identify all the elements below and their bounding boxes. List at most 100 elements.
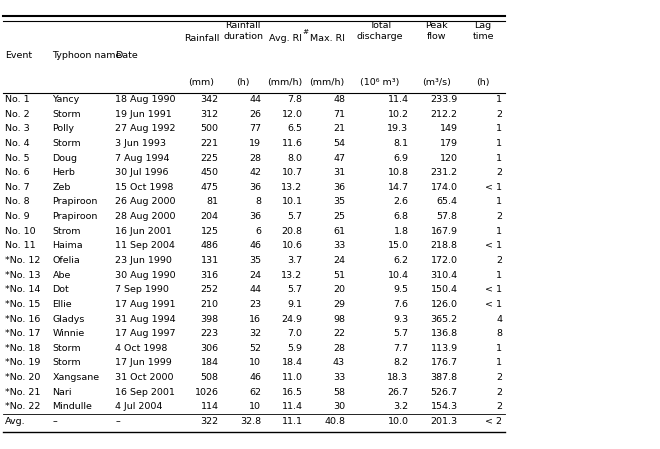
Text: (mm/h): (mm/h) [310, 78, 345, 87]
Text: 6.2: 6.2 [393, 256, 409, 265]
Text: 4 Jul 2004: 4 Jul 2004 [115, 402, 163, 411]
Text: 28: 28 [333, 344, 345, 353]
Text: 221: 221 [201, 139, 218, 148]
Text: Date: Date [115, 52, 138, 61]
Text: 310.4: 310.4 [430, 271, 457, 280]
Text: 61: 61 [333, 227, 345, 236]
Text: 31: 31 [333, 168, 345, 177]
Text: Max. RI: Max. RI [310, 34, 345, 43]
Text: 62: 62 [249, 387, 261, 396]
Text: 10.6: 10.6 [282, 242, 302, 251]
Text: Storm: Storm [53, 110, 81, 119]
Text: 30 Aug 1990: 30 Aug 1990 [115, 271, 176, 280]
Text: 18 Aug 1990: 18 Aug 1990 [115, 95, 176, 104]
Text: No. 9: No. 9 [5, 212, 30, 221]
Text: 312: 312 [201, 110, 218, 119]
Text: 20.8: 20.8 [282, 227, 302, 236]
Text: 1: 1 [496, 198, 502, 207]
Text: (mm): (mm) [188, 78, 215, 87]
Text: 51: 51 [333, 271, 345, 280]
Text: Yancy: Yancy [53, 95, 80, 104]
Text: 11.1: 11.1 [282, 417, 302, 426]
Text: 2: 2 [496, 373, 502, 382]
Text: *No. 17: *No. 17 [5, 329, 41, 338]
Text: 13.2: 13.2 [281, 183, 302, 192]
Text: 225: 225 [201, 154, 218, 163]
Text: 154.3: 154.3 [430, 402, 457, 411]
Text: 114: 114 [201, 402, 218, 411]
Text: Polly: Polly [53, 124, 75, 133]
Text: No. 10: No. 10 [5, 227, 36, 236]
Text: Mindulle: Mindulle [53, 402, 92, 411]
Text: No. 1: No. 1 [5, 95, 30, 104]
Text: 4 Oct 1998: 4 Oct 1998 [115, 344, 168, 353]
Text: 10.4: 10.4 [387, 271, 409, 280]
Text: *No. 22: *No. 22 [5, 402, 41, 411]
Text: No. 6: No. 6 [5, 168, 30, 177]
Text: Winnie: Winnie [53, 329, 84, 338]
Text: *No. 21: *No. 21 [5, 387, 41, 396]
Text: 54: 54 [333, 139, 345, 148]
Text: 65.4: 65.4 [437, 198, 457, 207]
Text: 7 Sep 1990: 7 Sep 1990 [115, 285, 169, 294]
Text: 15 Oct 1998: 15 Oct 1998 [115, 183, 174, 192]
Text: 2: 2 [496, 387, 502, 396]
Text: *No. 14: *No. 14 [5, 285, 41, 294]
Text: 47: 47 [333, 154, 345, 163]
Text: 172.0: 172.0 [430, 256, 457, 265]
Text: Typhoon name: Typhoon name [53, 52, 122, 61]
Text: 231.2: 231.2 [430, 168, 457, 177]
Text: 13.2: 13.2 [281, 271, 302, 280]
Text: No. 11: No. 11 [5, 242, 36, 251]
Text: 44: 44 [249, 95, 261, 104]
Text: 16: 16 [249, 314, 261, 324]
Text: 2: 2 [496, 402, 502, 411]
Text: Total
discharge: Total discharge [357, 22, 403, 41]
Text: 24: 24 [249, 271, 261, 280]
Text: *No. 13: *No. 13 [5, 271, 41, 280]
Text: 1: 1 [496, 358, 502, 367]
Text: 5.7: 5.7 [288, 285, 302, 294]
Text: 17 Jun 1999: 17 Jun 1999 [115, 358, 172, 367]
Text: 2: 2 [496, 168, 502, 177]
Text: Storm: Storm [53, 344, 81, 353]
Text: 1026: 1026 [195, 387, 218, 396]
Text: 10.7: 10.7 [282, 168, 302, 177]
Text: 26.7: 26.7 [387, 387, 409, 396]
Text: 204: 204 [201, 212, 218, 221]
Text: 11.4: 11.4 [387, 95, 409, 104]
Text: Haima: Haima [53, 242, 83, 251]
Text: (m³/s): (m³/s) [422, 78, 451, 87]
Text: 7.7: 7.7 [393, 344, 409, 353]
Text: 210: 210 [201, 300, 218, 309]
Text: *No. 18: *No. 18 [5, 344, 41, 353]
Text: < 1: < 1 [485, 300, 502, 309]
Text: 10.1: 10.1 [282, 198, 302, 207]
Text: < 1: < 1 [485, 285, 502, 294]
Text: 1: 1 [496, 227, 502, 236]
Text: Abe: Abe [53, 271, 71, 280]
Text: 17 Aug 1991: 17 Aug 1991 [115, 300, 176, 309]
Text: 35: 35 [249, 256, 261, 265]
Text: 8: 8 [496, 329, 502, 338]
Text: 150.4: 150.4 [430, 285, 457, 294]
Text: 322: 322 [201, 417, 218, 426]
Text: 1: 1 [496, 139, 502, 148]
Text: 387.8: 387.8 [430, 373, 457, 382]
Text: 20: 20 [333, 285, 345, 294]
Text: 25: 25 [333, 212, 345, 221]
Text: 46: 46 [249, 373, 261, 382]
Text: 5.7: 5.7 [393, 329, 409, 338]
Text: 486: 486 [201, 242, 218, 251]
Text: 81: 81 [207, 198, 218, 207]
Text: #: # [303, 29, 309, 35]
Text: Event: Event [5, 52, 32, 61]
Text: Dot: Dot [53, 285, 69, 294]
Text: 5.9: 5.9 [288, 344, 302, 353]
Text: 31 Oct 2000: 31 Oct 2000 [115, 373, 174, 382]
Text: 36: 36 [249, 183, 261, 192]
Text: 218.8: 218.8 [430, 242, 457, 251]
Text: 11.6: 11.6 [282, 139, 302, 148]
Text: 7 Aug 1994: 7 Aug 1994 [115, 154, 170, 163]
Text: Xangsane: Xangsane [53, 373, 100, 382]
